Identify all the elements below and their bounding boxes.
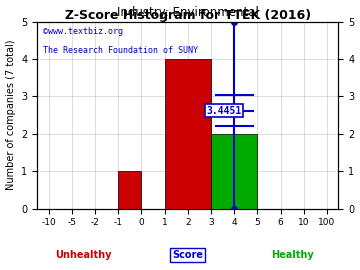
Y-axis label: Number of companies (7 total): Number of companies (7 total) xyxy=(5,40,15,190)
Title: Z-Score Histogram for TTEK (2016): Z-Score Histogram for TTEK (2016) xyxy=(65,9,311,22)
Bar xyxy=(165,59,211,209)
Bar xyxy=(118,171,141,209)
Text: ©www.textbiz.org: ©www.textbiz.org xyxy=(43,27,123,36)
Text: Unhealthy: Unhealthy xyxy=(55,250,112,260)
Text: 3.4451: 3.4451 xyxy=(206,106,241,116)
Bar xyxy=(211,134,257,209)
Text: Industry: Environmental: Industry: Environmental xyxy=(117,6,259,19)
Text: The Research Foundation of SUNY: The Research Foundation of SUNY xyxy=(43,46,198,55)
Text: Score: Score xyxy=(172,250,203,260)
Text: Healthy: Healthy xyxy=(271,250,314,260)
